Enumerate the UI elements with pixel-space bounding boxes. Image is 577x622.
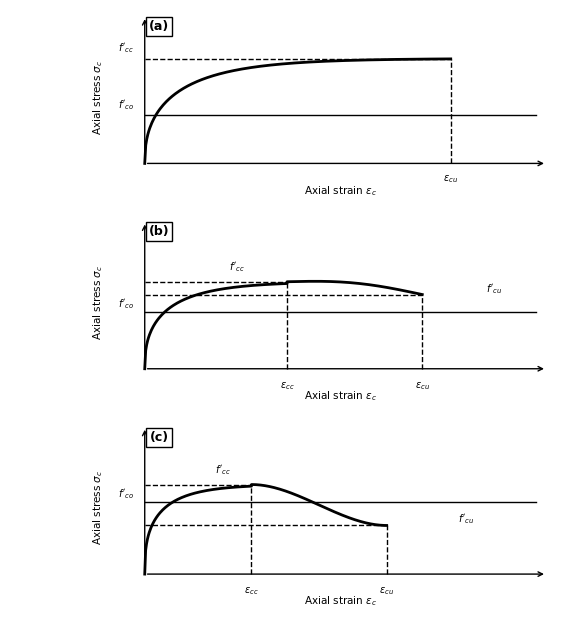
Text: Axial strain $\varepsilon_c$: Axial strain $\varepsilon_c$ [304, 184, 377, 198]
Text: Axial stress $\sigma_c$: Axial stress $\sigma_c$ [92, 470, 106, 545]
Text: $\varepsilon_{cc}$: $\varepsilon_{cc}$ [280, 380, 294, 392]
Text: Axial stress $\sigma_c$: Axial stress $\sigma_c$ [92, 59, 106, 134]
Text: $f'_{co}$: $f'_{co}$ [118, 98, 134, 112]
Text: $f'_{cc}$: $f'_{cc}$ [215, 463, 231, 477]
Text: $\varepsilon_{cc}$: $\varepsilon_{cc}$ [244, 585, 259, 597]
Text: Axial stress $\sigma_c$: Axial stress $\sigma_c$ [92, 264, 106, 340]
Text: $\varepsilon_{cu}$: $\varepsilon_{cu}$ [443, 174, 458, 185]
Text: $\varepsilon_{cu}$: $\varepsilon_{cu}$ [379, 585, 394, 597]
Text: (b): (b) [149, 225, 169, 238]
Text: $\varepsilon_{cu}$: $\varepsilon_{cu}$ [415, 380, 430, 392]
Text: $f'_{cc}$: $f'_{cc}$ [229, 260, 245, 274]
Text: $f'_{co}$: $f'_{co}$ [118, 297, 134, 311]
Text: $f'_{cc}$: $f'_{cc}$ [118, 41, 134, 55]
Text: Axial strain $\varepsilon_c$: Axial strain $\varepsilon_c$ [304, 595, 377, 608]
Text: $f'_{co}$: $f'_{co}$ [118, 488, 134, 501]
Text: (a): (a) [149, 20, 169, 33]
Text: $f'_{cu}$: $f'_{cu}$ [486, 282, 503, 296]
Text: $f'_{cu}$: $f'_{cu}$ [458, 512, 474, 526]
Text: Axial strain $\varepsilon_c$: Axial strain $\varepsilon_c$ [304, 389, 377, 403]
Text: (c): (c) [149, 430, 168, 443]
